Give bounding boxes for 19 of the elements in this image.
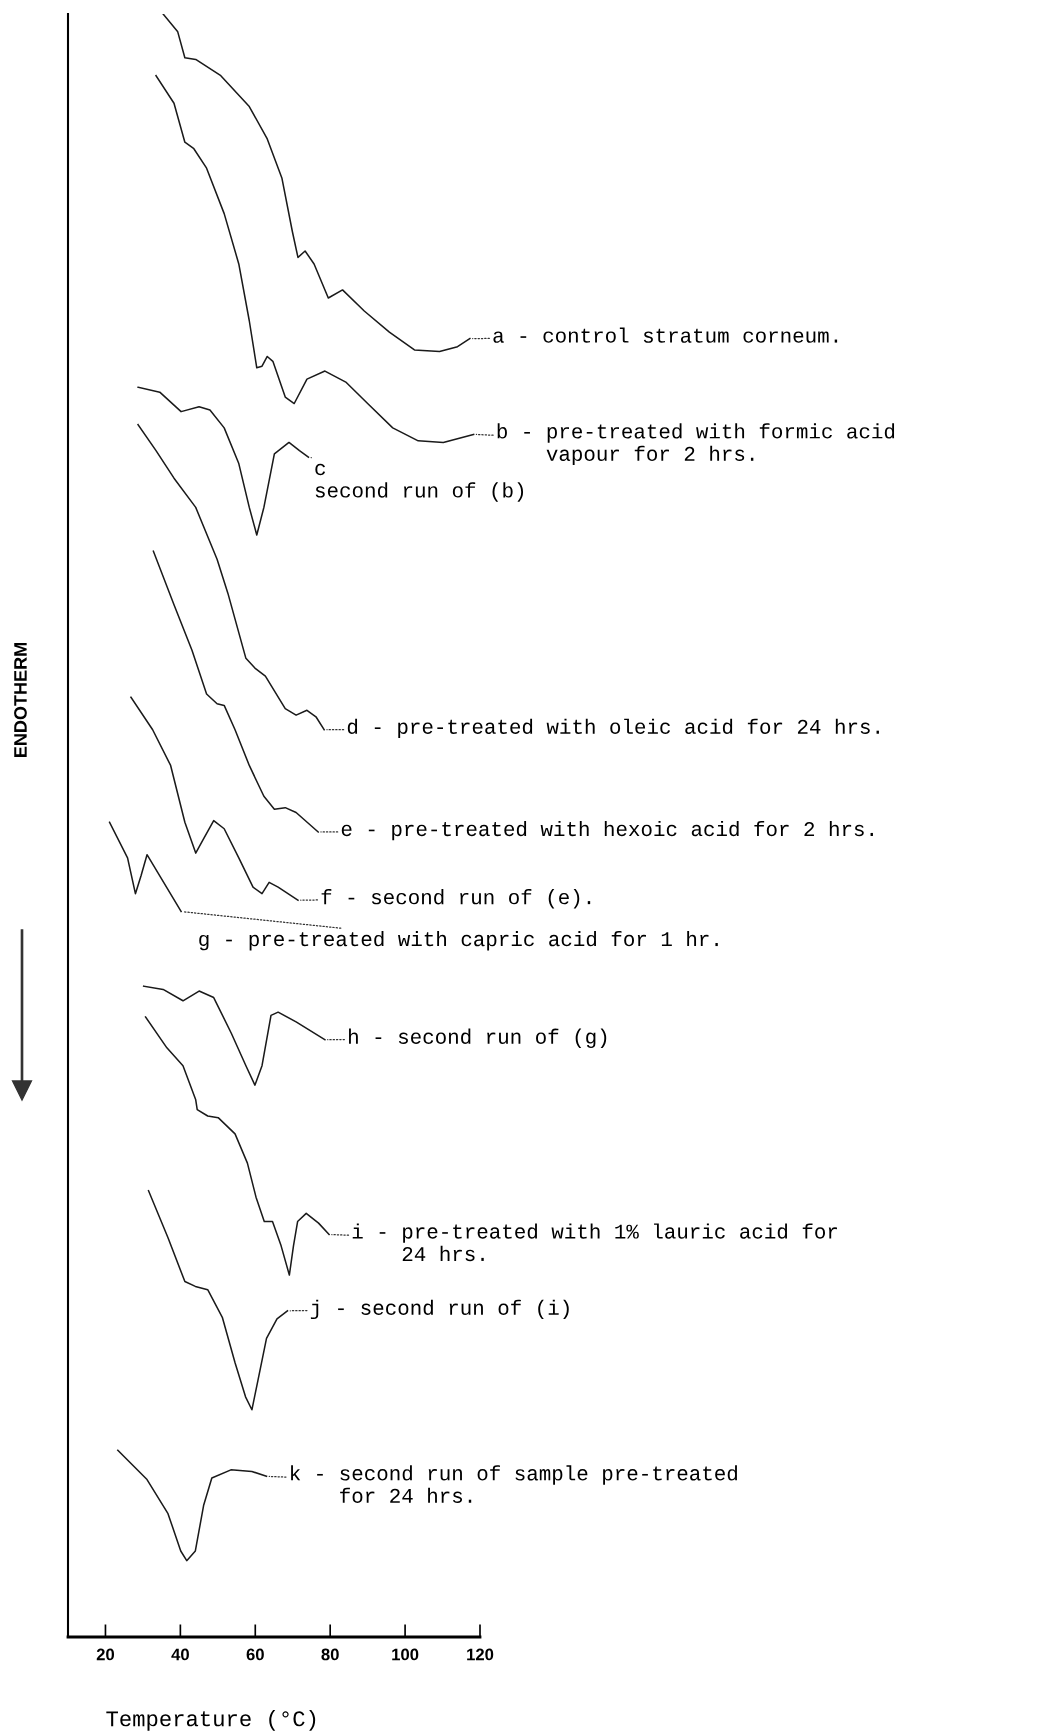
annotation: a - control stratum corneum. bbox=[493, 327, 838, 343]
y-axis-title: ENDOTHERM bbox=[14, 643, 27, 757]
x-tick-label: 100 bbox=[392, 1648, 419, 1661]
annotation: g - pre-treated with capric acid for 1 hr. bbox=[199, 930, 718, 951]
x-tick-label: 80 bbox=[321, 1648, 339, 1661]
x-tick-label: 120 bbox=[467, 1648, 494, 1661]
annotation: d - pre-treated with oleic acid for 24 hrs. bbox=[347, 718, 879, 739]
annotation: f - second run of (e). bbox=[321, 889, 591, 909]
x-tick-label: 60 bbox=[246, 1648, 264, 1661]
annotation: e - pre-treated with hexoic acid for 2 hrs. bbox=[341, 820, 873, 841]
annotation: h - second run of (g) bbox=[349, 1028, 607, 1049]
annotation: b - pre-treated with formic acid vapour for 2 hrs. bbox=[497, 423, 895, 466]
annotation: k - second run of sample pre-treated for 24 hrs. bbox=[291, 1465, 737, 1503]
annotation: i - pre-treated with 1% lauric acid for 24 hrs. bbox=[352, 1223, 837, 1262]
x-tick-label: 20 bbox=[96, 1648, 115, 1661]
x-axis-title: Temperature (°C) bbox=[106, 1710, 316, 1731]
annotation: j - second run of (i) bbox=[310, 1299, 569, 1320]
x-tick-label: 40 bbox=[171, 1648, 189, 1661]
annotation: c second run of (b) bbox=[315, 463, 524, 502]
